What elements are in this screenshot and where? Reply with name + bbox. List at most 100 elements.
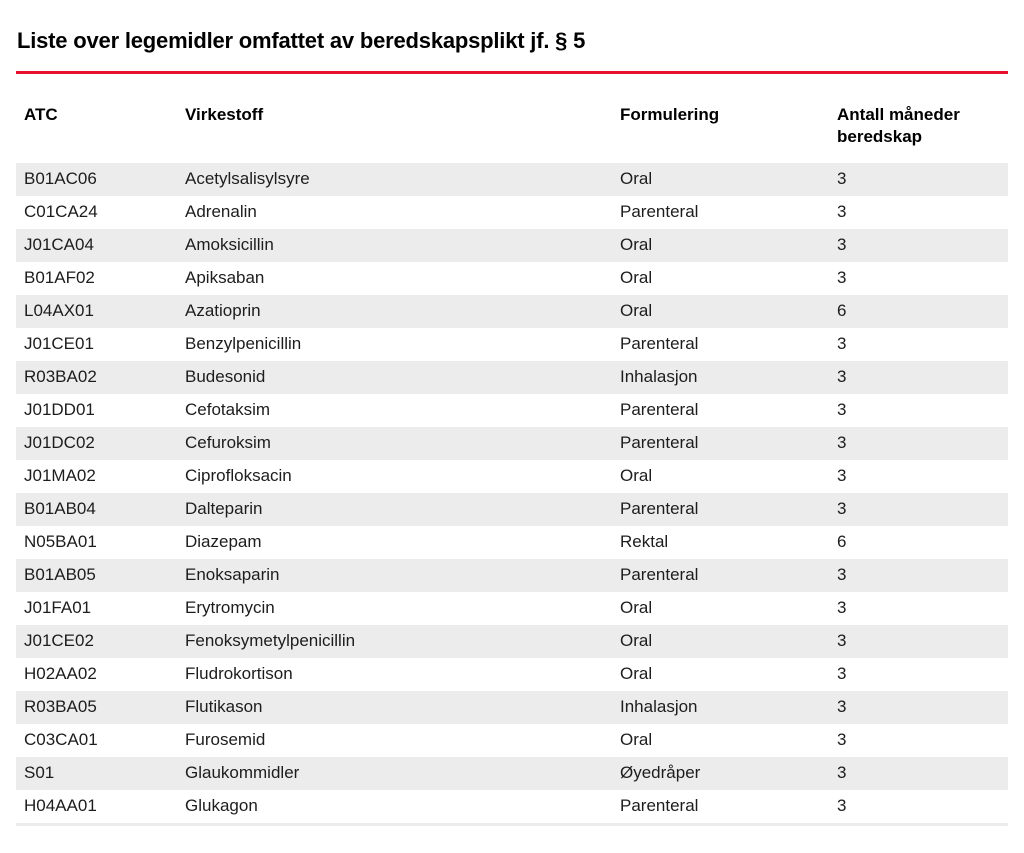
table-row: H02AA02 Fludrokortison Oral 3 [16, 658, 1008, 691]
table-cell-formulering: Oral [620, 268, 653, 288]
table-cell-atc: C03CA01 [24, 730, 98, 750]
table-row: S01 Glaukommidler Øyedråper 3 [16, 756, 1008, 790]
table-cell-virkestoff: Enoksaparin [185, 565, 280, 585]
column-header-formulering: Formulering [620, 105, 720, 125]
table-cell-atc: B01AC06 [24, 169, 97, 189]
page-title: Liste over legemidler omfattet av bereds… [17, 28, 586, 53]
table-cell-formulering: Oral [620, 169, 653, 189]
table-cell-antall_maneder_beredskap: 3 [837, 466, 847, 486]
table-cell-formulering: Oral [620, 631, 653, 651]
table-row: J01CE01 Benzylpenicillin Parenteral 3 [16, 328, 1008, 361]
table-cell-virkestoff: Ciprofloksacin [185, 466, 292, 486]
table-cell-virkestoff: Glukagon [185, 796, 258, 816]
table-cell-formulering: Øyedråper [620, 763, 701, 783]
table-body: B01AC06 Acetylsalisylsyre Oral 3 C01CA24 Adre… [16, 162, 1008, 823]
table-cell-atc: B01AF02 [24, 268, 95, 288]
table-row: R03BA05 Flutikason Inhalasjon 3 [16, 690, 1008, 724]
table-cell-formulering: Parenteral [620, 433, 699, 453]
table-cell-antall_maneder_beredskap: 3 [837, 763, 847, 783]
table-cell-atc: J01DD01 [24, 400, 95, 420]
table-cell-antall_maneder_beredskap: 3 [837, 730, 847, 750]
column-header-virkestoff: Virkestoff [185, 105, 264, 125]
table-cell-virkestoff: Flutikason [185, 697, 263, 717]
table-cell-formulering: Rektal [620, 532, 669, 552]
table-cell-formulering: Oral [620, 235, 653, 255]
table-cell-formulering: Oral [620, 301, 653, 321]
table-row: L04AX01 Azatioprin Oral 6 [16, 294, 1008, 328]
table-header-row: ATC Virkestoff Formulering Antall månede… [16, 74, 1008, 162]
table-cell-virkestoff: Diazepam [185, 532, 262, 552]
table-cell-atc: J01DC02 [24, 433, 95, 453]
table-cell-atc: L04AX01 [24, 301, 94, 321]
table-cell-virkestoff: Fludrokortison [185, 664, 293, 684]
column-header-antall-maneder-beredskap: Antall måneder beredskap [837, 105, 960, 147]
table-cell-antall_maneder_beredskap: 3 [837, 202, 847, 222]
table-row: B01AB05 Enoksaparin Parenteral 3 [16, 558, 1008, 592]
table-cell-antall_maneder_beredskap: 3 [837, 631, 847, 651]
table-cell-antall_maneder_beredskap: 6 [837, 301, 847, 321]
table-row: B01AC06 Acetylsalisylsyre Oral 3 [16, 162, 1008, 196]
table-cell-formulering: Oral [620, 730, 653, 750]
table-cell-formulering: Parenteral [620, 400, 699, 420]
table-cell-virkestoff: Azatioprin [185, 301, 261, 321]
table-cell-formulering: Oral [620, 598, 653, 618]
table-row: C03CA01 Furosemid Oral 3 [16, 724, 1008, 757]
table-cell-antall_maneder_beredskap: 3 [837, 433, 847, 453]
table-cell-virkestoff: Dalteparin [185, 499, 263, 519]
table-cell-antall_maneder_beredskap: 3 [837, 664, 847, 684]
table-cell-atc: C01CA24 [24, 202, 98, 222]
table-cell-atc: J01FA01 [24, 598, 92, 618]
table-row: J01DC02 Cefuroksim Parenteral 3 [16, 426, 1008, 460]
table-cell-antall_maneder_beredskap: 3 [837, 235, 847, 255]
table-cell-atc: R03BA05 [24, 697, 97, 717]
table-row: J01FA01 Erytromycin Oral 3 [16, 592, 1008, 625]
table-cell-antall_maneder_beredskap: 3 [837, 796, 847, 816]
table-cell-formulering: Parenteral [620, 565, 699, 585]
table-cell-virkestoff: Adrenalin [185, 202, 257, 222]
table-cell-formulering: Parenteral [620, 202, 699, 222]
table-row: H04AA01 Glukagon Parenteral 3 [16, 790, 1008, 823]
table-row: B01AF02 Apiksaban Oral 3 [16, 262, 1008, 295]
table-row: N05BA01 Diazepam Rektal 6 [16, 526, 1008, 559]
table-cell-antall_maneder_beredskap: 6 [837, 532, 847, 552]
table-row: J01CE02 Fenoksymetylpenicillin Oral 3 [16, 624, 1008, 658]
table-cell-virkestoff: Fenoksymetylpenicillin [185, 631, 356, 651]
table-cell-formulering: Inhalasjon [620, 367, 698, 387]
table-cell-virkestoff: Budesonid [185, 367, 266, 387]
table-cell-formulering: Inhalasjon [620, 697, 698, 717]
table-row: C01CA24 Adrenalin Parenteral 3 [16, 196, 1008, 229]
table-row: B01AB04 Dalteparin Parenteral 3 [16, 492, 1008, 526]
table-cell-antall_maneder_beredskap: 3 [837, 400, 847, 420]
table-cell-atc: J01MA02 [24, 466, 96, 486]
table-cell-virkestoff: Furosemid [185, 730, 266, 750]
table-cell-formulering: Parenteral [620, 499, 699, 519]
table-cell-antall_maneder_beredskap: 3 [837, 598, 847, 618]
table-cell-virkestoff: Apiksaban [185, 268, 265, 288]
table-cell-antall_maneder_beredskap: 3 [837, 169, 847, 189]
table-row: J01MA02 Ciprofloksacin Oral 3 [16, 460, 1008, 493]
table-cell-virkestoff: Acetylsalisylsyre [185, 169, 310, 189]
table-cell-atc: B01AB05 [24, 565, 96, 585]
table-cell-atc: J01CA04 [24, 235, 94, 255]
table-cell-virkestoff: Cefotaksim [185, 400, 271, 420]
table-cell-atc: N05BA01 [24, 532, 97, 552]
table-cell-formulering: Parenteral [620, 796, 699, 816]
table-cell-virkestoff: Benzylpenicillin [185, 334, 302, 354]
table-cell-atc: H02AA02 [24, 664, 97, 684]
table-cell-formulering: Oral [620, 664, 653, 684]
table-row: J01CA04 Amoksicillin Oral 3 [16, 228, 1008, 262]
table-cell-atc: R03BA02 [24, 367, 97, 387]
table-cell-antall_maneder_beredskap: 3 [837, 268, 847, 288]
table-cell-atc: J01CE02 [24, 631, 94, 651]
medicines-table: ATC Virkestoff Formulering Antall månede… [16, 74, 1008, 822]
table-cell-atc: H04AA01 [24, 796, 97, 816]
document-page: Liste over legemidler omfattet av bereds… [0, 28, 1024, 826]
next-row-sliver [16, 822, 1008, 826]
table-cell-antall_maneder_beredskap: 3 [837, 499, 847, 519]
table-row: R03BA02 Budesonid Inhalasjon 3 [16, 360, 1008, 394]
table-cell-formulering: Oral [620, 466, 653, 486]
column-header-atc: ATC [24, 105, 58, 125]
table-cell-antall_maneder_beredskap: 3 [837, 565, 847, 585]
table-cell-virkestoff: Glaukommidler [185, 763, 300, 783]
table-cell-virkestoff: Amoksicillin [185, 235, 274, 255]
